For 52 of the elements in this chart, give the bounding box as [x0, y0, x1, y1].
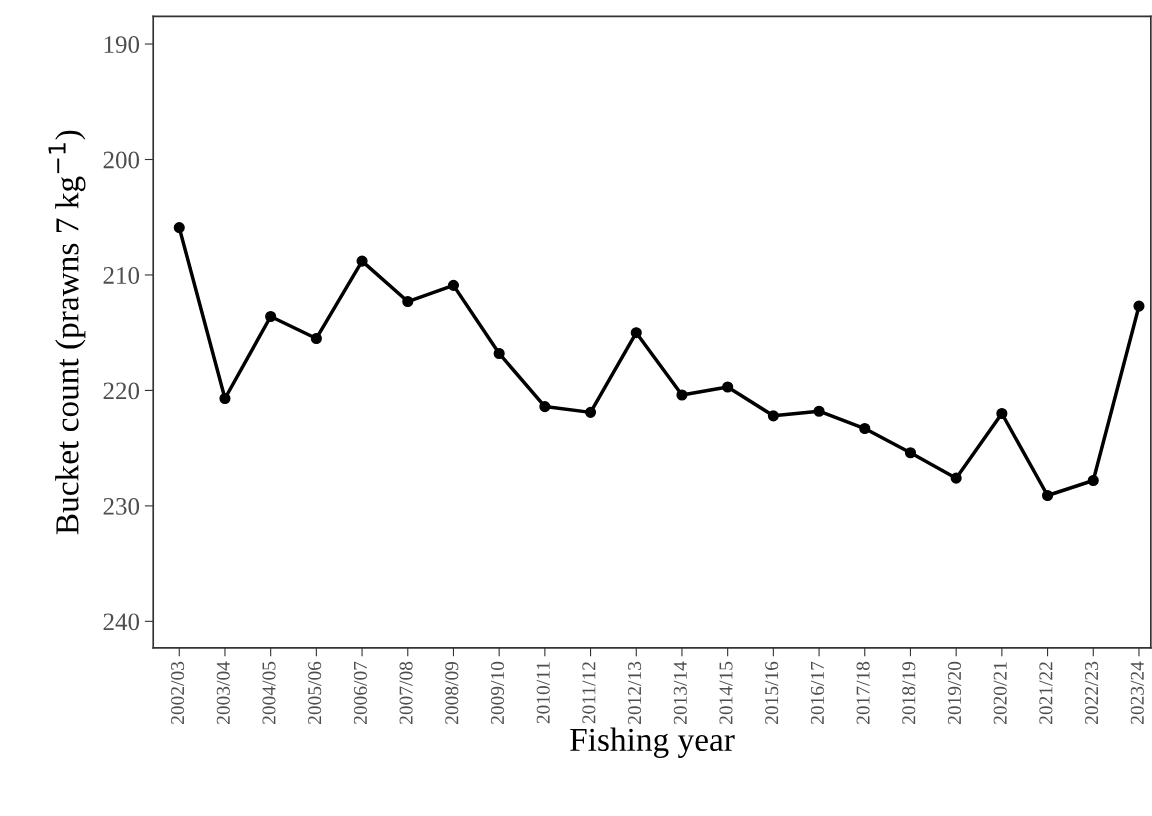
x-tick-label: 2002/03: [171, 661, 185, 724]
y-tick-label: 240: [103, 613, 140, 631]
point: [356, 255, 368, 267]
point: [813, 405, 825, 417]
point: [265, 310, 277, 323]
x-tick-label: 2021/22: [1039, 662, 1053, 724]
point: [310, 332, 322, 345]
x-tick-label: 2013/14: [673, 661, 687, 724]
point: [493, 347, 505, 360]
x-axis-title: Fishing year: [570, 727, 735, 758]
point: [447, 279, 460, 291]
point: [1133, 300, 1145, 312]
x-tick-label: 2022/23: [1085, 661, 1099, 724]
x-tick-label: 2003/04: [216, 661, 230, 724]
x-tick-label: 2004/05: [262, 661, 276, 724]
x-tick-label: 2019/20: [947, 661, 962, 724]
y-tick-label: 220: [103, 382, 140, 400]
y-tick-label: 200: [103, 151, 140, 169]
y-axis-title: Bucket count (prawns 7 kg$^{−1}$): [48, 130, 86, 535]
point: [219, 392, 231, 405]
point: [1042, 489, 1054, 502]
x-tick-label: 2020/21: [993, 662, 1007, 724]
point: [173, 222, 185, 234]
point: [904, 447, 917, 459]
y-tick-label: 190: [104, 36, 140, 53]
point: [1087, 474, 1099, 487]
x-tick-label: 2015/16: [765, 661, 779, 724]
x-tick-label: 2014/15: [719, 661, 733, 724]
point: [585, 406, 597, 418]
point: [722, 381, 734, 393]
x-tick-label: 2023/24: [1130, 661, 1144, 724]
point: [402, 295, 414, 308]
x-tick-label: 2007/08: [399, 661, 413, 724]
point: [676, 389, 688, 401]
point: [859, 422, 871, 435]
x-tick-label: 2017/18: [856, 661, 870, 724]
y-tick-label: 230: [103, 497, 140, 515]
x-tick-label: 2006/07: [353, 661, 367, 724]
point: [950, 472, 962, 484]
point: [767, 410, 779, 422]
point: [539, 401, 551, 413]
x-tick-label: 2016/17: [810, 661, 824, 724]
x-tick-label: 2018/19: [902, 661, 916, 724]
x-tick-label: 2010/11: [536, 662, 550, 724]
y-tick-label: 210: [103, 267, 140, 284]
x-tick-label: 2005/06: [308, 661, 322, 724]
point: [630, 327, 642, 339]
point: [996, 407, 1008, 420]
x-tick-label: 2012/13: [628, 661, 642, 724]
x-tick-label: 2009/10: [490, 661, 505, 724]
x-tick-label: 2011/12: [582, 662, 596, 724]
x-tick-label: 2008/09: [445, 661, 459, 724]
